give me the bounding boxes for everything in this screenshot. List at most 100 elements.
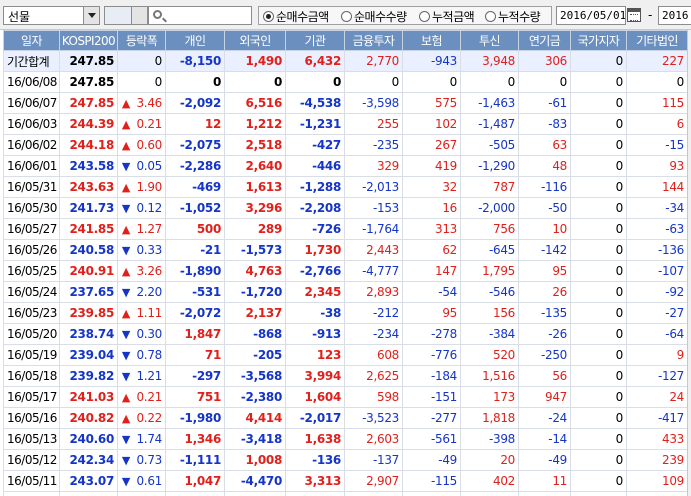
kospi200-cell: 247.85: [59, 50, 118, 72]
table-row[interactable]: 16/05/26 240.58 ▼ 0.33 -21 -1,573 1,730 2,443 62…: [3, 239, 688, 261]
financial-investment-cell: -3,523: [344, 407, 403, 429]
table-row[interactable]: 16/05/11 243.07 ▼ 0.61 1,047 -4,470 3,313 2,907…: [3, 470, 688, 492]
table-row[interactable]: 16/06/08 247.85 0 0 0 0 0 0 0 0 0 0: [3, 71, 688, 93]
column-header[interactable]: KOSPI200: [59, 30, 118, 51]
change-value: 1.27: [136, 222, 162, 236]
table-row[interactable]: 16/05/20 238.74 ▼ 0.30 1,847 -868 -913 -234 -278…: [3, 323, 688, 345]
kospi200-cell: 239.04: [59, 344, 118, 366]
market-select[interactable]: 선물: [3, 6, 100, 25]
individual-cell: -297: [165, 365, 225, 387]
search-input[interactable]: [148, 6, 252, 25]
table-row[interactable]: 16/05/31 243.63 ▲ 1.90 -469 1,613 -1,288 -2,013…: [3, 176, 688, 198]
table-row[interactable]: 16/06/02 244.18 ▲ 0.60 -2,075 2,518 -427 -235 26…: [3, 134, 688, 156]
individual-cell: -1,052: [165, 197, 225, 219]
table-row[interactable]: 16/05/27 241.85 ▲ 1.27 500 289 -726 -1,764 313 75…: [3, 218, 688, 240]
government-cell: 0: [570, 239, 627, 261]
radio-dot-icon[interactable]: [485, 11, 496, 22]
vertical-scrollbar[interactable]: [687, 30, 691, 496]
table-row[interactable]: 16/05/30 241.73 ▼ 0.12 -1,052 3,296 -2,208 -153…: [3, 197, 688, 219]
column-header[interactable]: 등락폭: [117, 30, 166, 51]
insurance-cell: 117: [402, 491, 461, 496]
financial-investment-cell: 329: [344, 155, 403, 177]
summary-row[interactable]: 기간합계 247.85 0 -8,150 1,490 6,432 2,770 -943 3,94…: [3, 50, 688, 72]
radio-net-amount[interactable]: 순매수금액: [263, 9, 329, 24]
table-row[interactable]: 16/05/10243.68▲1.45-2,9362,724257-2,4241…: [3, 491, 688, 496]
date-cell: 16/06/08: [3, 71, 60, 93]
column-header[interactable]: 국가지자: [570, 30, 627, 51]
date-cell: 16/05/30: [3, 197, 60, 219]
pension-fund-cell: 947: [518, 386, 571, 408]
table-row[interactable]: 16/05/17 241.03 ▲ 0.21 751 -2,380 1,604 598 -151…: [3, 386, 688, 408]
kospi200-cell: 244.18: [59, 134, 118, 156]
table-row[interactable]: 16/06/03 244.39 ▲ 0.21 12 1,212 -1,231 255 102 -1…: [3, 113, 688, 135]
financial-investment-cell: 2,443: [344, 239, 403, 261]
date-cell: 16/05/13: [3, 428, 60, 450]
government-cell: 0: [570, 113, 627, 135]
foreigner-cell: 4,763: [224, 260, 286, 282]
radio-label: 순매수수량: [354, 10, 407, 24]
market-select-value: 선물: [8, 10, 31, 24]
table-row[interactable]: 16/05/13 240.60 ▼ 1.74 1,346 -3,418 1,638 2,603…: [3, 428, 688, 450]
table-row[interactable]: 16/05/25 240.91 ▲ 3.26 -1,890 4,763 -2,766 -4,7…: [3, 260, 688, 282]
investment-trust-cell: 520: [460, 344, 519, 366]
date-cell: 16/06/07: [3, 92, 60, 114]
radio-cumulative-amount[interactable]: 누적금액: [419, 9, 475, 24]
column-header[interactable]: 개인: [165, 30, 225, 51]
table-row[interactable]: 16/05/24 237.65 ▼ 2.20 -531 -1,720 2,345 2,893-…: [3, 281, 688, 303]
radio-dot-icon[interactable]: [419, 11, 430, 22]
financial-investment-cell: 255: [344, 113, 403, 135]
table-row[interactable]: 16/05/19 239.04 ▼ 0.78 71 -205 123 608 -776 520 -2…: [3, 344, 688, 366]
radio-net-quantity[interactable]: 순매수수량: [341, 9, 407, 24]
code-select[interactable]: [104, 6, 148, 25]
up-triangle-icon: ▲: [121, 97, 131, 110]
institution-cell: -446: [285, 155, 345, 177]
table-row[interactable]: 16/05/18 239.82 ▼ 1.21 -297 -3,568 3,994 2,625-…: [3, 365, 688, 387]
table-row[interactable]: 16/05/12 242.34 ▼ 0.73 -1,111 1,008 -136 -137 -4…: [3, 449, 688, 471]
insurance-cell: 32: [402, 176, 461, 198]
individual-cell: -2,072: [165, 302, 225, 324]
column-header[interactable]: 기관: [285, 30, 345, 51]
table-row[interactable]: 16/05/16 240.82 ▲ 0.22 -1,980 4,414 -2,017 -3,5…: [3, 407, 688, 429]
date-cell: 16/06/02: [3, 134, 60, 156]
institution-cell: 2,345: [285, 281, 345, 303]
radio-dot-icon[interactable]: [341, 11, 352, 22]
end-date-input[interactable]: 2016: [658, 6, 691, 25]
column-header[interactable]: 투신: [460, 30, 519, 51]
change-cell: 0: [117, 71, 166, 93]
institution-cell: -4,538: [285, 92, 345, 114]
institution-cell: -2,017: [285, 407, 345, 429]
insurance-cell: 267: [402, 134, 461, 156]
other-corporation-cell: 144: [626, 176, 688, 198]
column-header[interactable]: 기타법인: [626, 30, 688, 51]
chevron-down-icon[interactable]: [83, 7, 99, 24]
table-row[interactable]: 16/06/07 247.85 ▲ 3.46 -2,092 6,516 -4,538 -3,5…: [3, 92, 688, 114]
institution-cell: -2,766: [285, 260, 345, 282]
table-row[interactable]: 16/05/23 239.85 ▲ 1.11 -2,072 2,137 -38 -212 95 1…: [3, 302, 688, 324]
investment-trust-cell: -398: [460, 428, 519, 450]
start-date-input[interactable]: 2016/05/01: [556, 6, 626, 25]
column-header[interactable]: 보험: [402, 30, 461, 51]
radio-dot-icon[interactable]: [263, 11, 274, 22]
institution-cell: 6,432: [285, 50, 345, 72]
table-row[interactable]: 16/06/01 243.58 ▼ 0.05 -2,286 2,640 -446 329 419…: [3, 155, 688, 177]
chevron-down-icon[interactable]: [131, 7, 147, 24]
date-cell: 16/05/20: [3, 323, 60, 345]
column-header[interactable]: 외국인: [224, 30, 286, 51]
government-cell: 0: [570, 491, 627, 496]
pension-fund-cell: 95: [518, 260, 571, 282]
radio-cumulative-quantity[interactable]: 누적수량: [485, 9, 541, 24]
column-header[interactable]: 연기금: [518, 30, 571, 51]
column-header[interactable]: 금융투자: [344, 30, 403, 51]
down-triangle-icon: ▼: [121, 349, 131, 362]
search-icon[interactable]: [153, 10, 162, 19]
kospi200-cell: 241.73: [59, 197, 118, 219]
insurance-cell: 16: [402, 197, 461, 219]
column-header[interactable]: 일자: [3, 30, 60, 51]
kospi200-cell: 243.68: [59, 491, 118, 496]
investment-trust-cell: 173: [460, 386, 519, 408]
financial-investment-cell: 0: [344, 71, 403, 93]
calendar-icon[interactable]: [627, 8, 641, 22]
change-cell: ▲ 1.90: [117, 176, 166, 198]
government-cell: 0: [570, 218, 627, 240]
change-cell: ▲ 0.21: [117, 113, 166, 135]
